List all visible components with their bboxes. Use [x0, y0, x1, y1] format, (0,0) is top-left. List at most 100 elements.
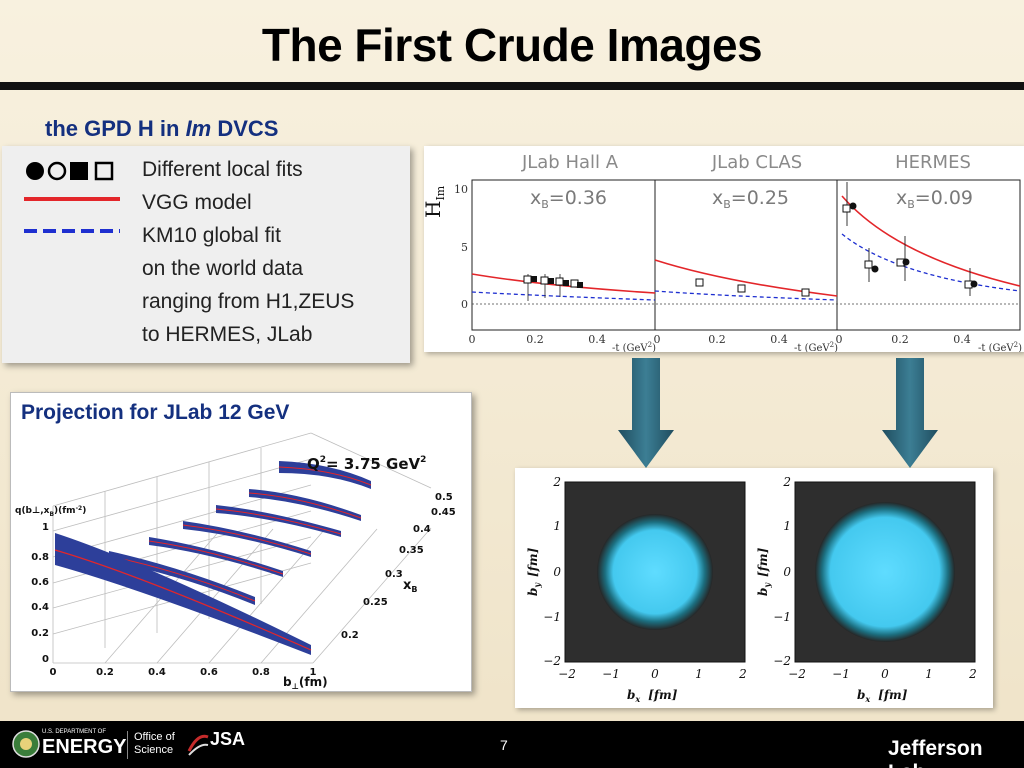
- x-tick-label: −1: [832, 667, 850, 681]
- x-tick-label: −2: [558, 667, 576, 681]
- xb-label: xB=0.09: [896, 187, 973, 211]
- vgg-curve: [471, 273, 656, 294]
- z-axis-label: q(b⊥,xB)(fm-2): [15, 505, 86, 518]
- x-tick-label: 2: [738, 667, 747, 681]
- office-of-science-label: Office of Science: [134, 731, 175, 756]
- y-tick-label: 0: [553, 565, 561, 579]
- b-axis-label: b⊥(fm): [283, 675, 328, 691]
- y-tick-label: −1: [773, 610, 791, 624]
- km10-curve: [654, 290, 838, 301]
- b-tick-label: 0.2: [96, 667, 114, 678]
- x-tick-label: 1: [925, 667, 933, 681]
- x-axis-unit: -t (GeV2): [794, 341, 838, 352]
- x-tick-label: 0.2: [526, 333, 544, 346]
- data-points-hall-a: [523, 274, 583, 301]
- x-tick-label: 0: [651, 667, 659, 681]
- x-tick-label: 0: [654, 333, 661, 346]
- xb-tick-label: 0.35: [399, 545, 424, 556]
- y-tick-label: 5: [461, 241, 468, 254]
- doe-energy-label: ENERGY: [42, 736, 127, 758]
- y-tick-label: 2: [782, 475, 791, 489]
- x-tick-label: −1: [602, 667, 620, 681]
- bx-axis-label: bx [fm]: [857, 688, 908, 704]
- legend-line: on the world data: [142, 257, 304, 280]
- projection-3d-plot: Q2= 3.75 GeV2 q(b⊥,xB)(fm-2) 1 0.8 0.6 0…: [15, 432, 456, 691]
- x-tick-label: 0: [881, 667, 889, 681]
- density-blob: [597, 514, 713, 630]
- doe-department-label: U.S. DEPARTMENT OF: [42, 729, 107, 735]
- x-tick-label: 0.2: [708, 333, 726, 346]
- b-tick-label: 0.4: [148, 667, 166, 678]
- bx-axis-label: bx [fm]: [627, 688, 678, 704]
- x-tick-label: 1: [695, 667, 703, 681]
- x-tick-label: 0: [836, 333, 843, 346]
- projection-title: Projection for JLab 12 GeV: [21, 401, 290, 424]
- by-axis-label: by[fm]: [526, 547, 542, 596]
- xb-tick-label: 0.25: [363, 597, 388, 608]
- legend-line: KM10 global fit: [142, 224, 281, 247]
- panel-frame: [836, 179, 1021, 331]
- legend-line: VGG model: [142, 191, 252, 214]
- vgg-curve: [654, 259, 838, 297]
- y-tick-label: 1: [553, 519, 561, 533]
- km10-dashed-line-icon: [24, 229, 120, 233]
- gpd-heading-prefix: the GPD H in: [45, 116, 186, 141]
- xb-label: xB=0.25: [712, 187, 789, 211]
- panel-experiment-label: JLab CLAS: [711, 152, 802, 173]
- title-divider: [0, 82, 1024, 90]
- y-tick-label: −2: [773, 654, 791, 668]
- y-axis-label: HIm: [424, 185, 447, 218]
- gpd-plot-svg: JLab Hall A JLab CLAS HERMES xB=0.36 xB=…: [421, 152, 1022, 354]
- y-tick-label: −2: [543, 654, 561, 668]
- y-tick-label: 2: [552, 475, 561, 489]
- x-axis-unit: -t (GeV2): [612, 341, 656, 352]
- x-tick-label: 0.4: [770, 333, 788, 346]
- y-tick-label: 0: [461, 298, 468, 311]
- z-tick-label: 1: [42, 522, 49, 533]
- xb-tick-label: 0.4: [413, 524, 431, 535]
- jefferson-lab-logo-text: Jefferson Lab: [888, 737, 983, 768]
- panel-experiment-label: JLab Hall A: [521, 152, 619, 173]
- legend-line: Different local fits: [142, 158, 303, 181]
- legend-panel: Different local fits VGG model KM10 glob…: [2, 146, 410, 363]
- vgg-curve: [841, 195, 1021, 287]
- xb-tick-label: 0.3: [385, 569, 403, 580]
- x-tick-label: 0.4: [588, 333, 606, 346]
- km10-curve: [841, 233, 1021, 292]
- doe-seal-icon: [12, 730, 40, 758]
- x-tick-label: 0.4: [953, 333, 971, 346]
- legend-line: ranging from H1,ZEUS: [142, 290, 355, 313]
- slide-title: The First Crude Images: [261, 19, 763, 71]
- down-arrow-icon: [618, 358, 674, 468]
- legend-line: to HERMES, JLab: [142, 323, 313, 346]
- z-tick-label: 0.4: [31, 602, 49, 613]
- gpd-heading: the GPD H in Im DVCS: [45, 116, 279, 142]
- b-tick-label: 1: [310, 667, 317, 678]
- y-tick-label: 1: [783, 519, 791, 533]
- z-tick-label: 0: [42, 654, 49, 665]
- jsa-logo-text: JSA: [210, 729, 246, 749]
- gpd-heading-italic: Im: [185, 116, 212, 141]
- density-bands: [54, 461, 372, 655]
- z-tick-label: 0.2: [31, 628, 49, 639]
- z-tick-label: 0.8: [31, 552, 49, 563]
- data-points-clas: [695, 278, 810, 297]
- projection-panel: Projection for JLab 12 GeV: [10, 392, 472, 692]
- x-tick-label: 0.2: [891, 333, 909, 346]
- gpd-heading-suffix: DVCS: [211, 116, 279, 141]
- transverse-images-panel: 2 1 0 −1 −2 2 1 0 −1 −2 −2 −1 0 1 2 −2 −…: [515, 468, 993, 708]
- x-axis-unit: -t (GeV2): [978, 341, 1022, 352]
- z-tick-label: 0.6: [31, 577, 49, 588]
- km10-curve: [471, 291, 656, 301]
- transverse-images-svg: 2 1 0 −1 −2 2 1 0 −1 −2 −2 −1 0 1 2 −2 −…: [526, 475, 977, 704]
- b-tick-label: 0.6: [200, 667, 218, 678]
- footer-divider: [127, 731, 128, 759]
- data-points-hermes: [842, 182, 978, 296]
- b-tick-label: 0: [50, 667, 57, 678]
- x-tick-label: −2: [788, 667, 806, 681]
- xb-tick-label: 0.45: [431, 507, 456, 518]
- vgg-line-icon: [24, 197, 120, 201]
- q2-label: Q2= 3.75 GeV2: [307, 455, 426, 473]
- y-tick-label: 10: [454, 183, 468, 196]
- y-tick-label: 0: [783, 565, 791, 579]
